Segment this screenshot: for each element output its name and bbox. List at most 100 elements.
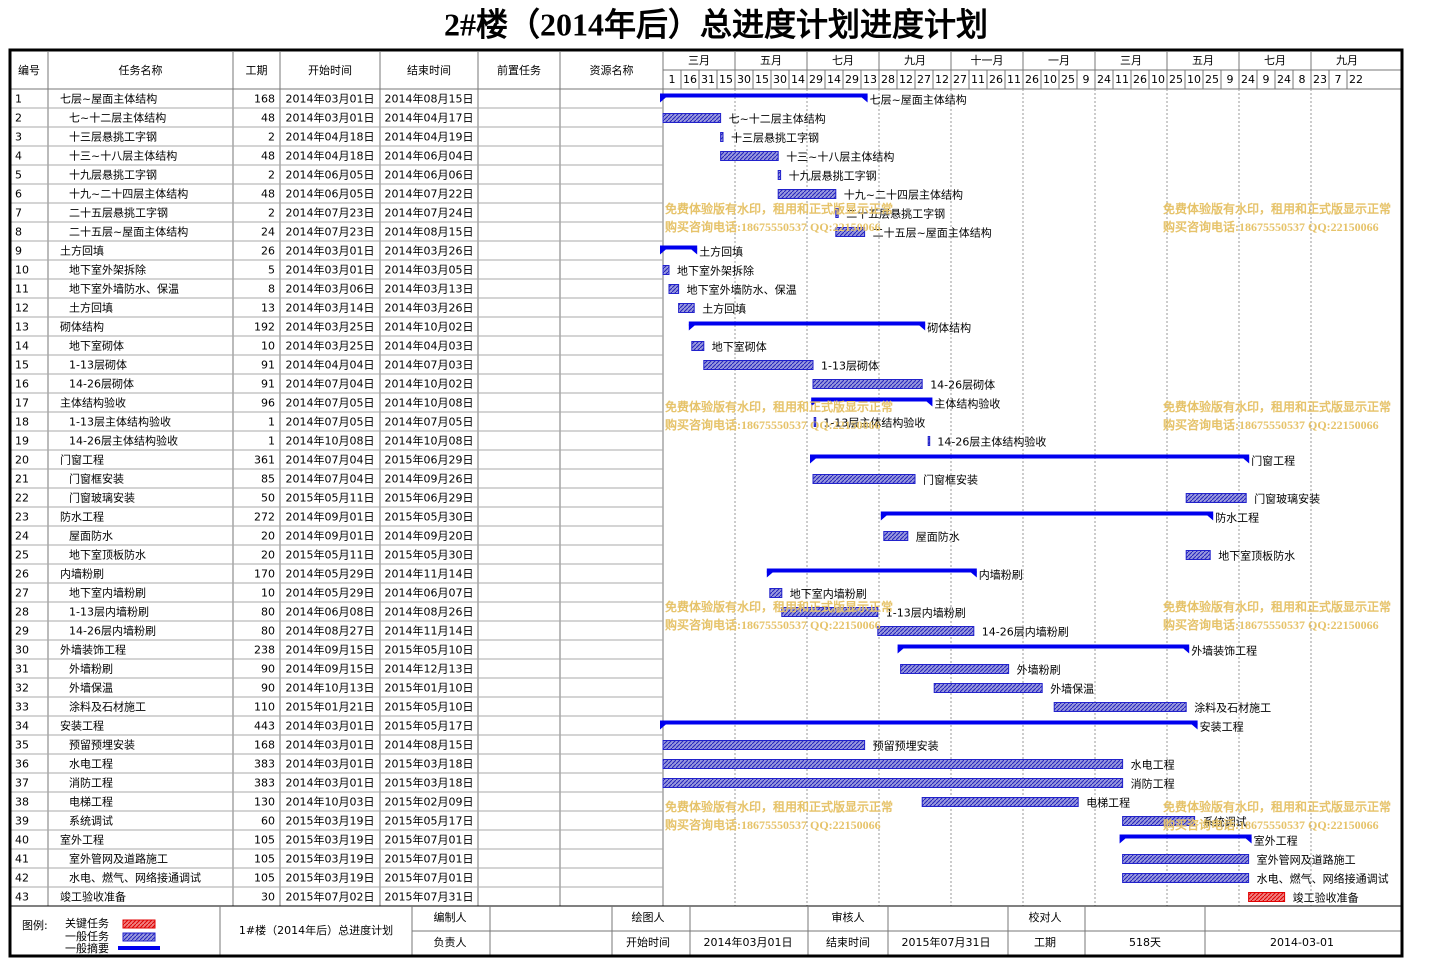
duration: 105 — [254, 834, 275, 847]
watermark: 免费体验版有水印，租用和正式版显示正常 — [665, 399, 893, 414]
summary-end — [1244, 837, 1252, 844]
bar-label: 门窗工程 — [1251, 454, 1295, 468]
row-id: 4 — [15, 150, 22, 163]
month-label: 一月 — [1048, 54, 1070, 67]
end-date: 2015年01月10日 — [385, 681, 474, 695]
end-date: 2015年05月17日 — [385, 814, 474, 828]
start-date: 2015年03月19日 — [286, 871, 375, 885]
row-id: 9 — [15, 245, 22, 258]
start-date: 2014年06月05日 — [286, 187, 375, 201]
end-date: 2014年03月26日 — [385, 301, 474, 315]
start-date: 2014年03月25日 — [286, 339, 375, 353]
column-header: 开始时间 — [308, 63, 352, 77]
row-id: 29 — [15, 625, 29, 638]
row-id: 41 — [15, 853, 29, 866]
month-label: 三月 — [688, 54, 710, 67]
summary-end — [1182, 647, 1190, 654]
duration: 26 — [261, 245, 275, 258]
day-label: 12 — [899, 73, 913, 86]
bar-label: 涂料及石材施工 — [1194, 701, 1271, 715]
bar-label: 预留预埋安装 — [873, 739, 939, 753]
watermark: 免费体验版有水印，租用和正式版显示正常 — [1163, 799, 1391, 814]
bar-label: 室外管网及道路施工 — [1257, 853, 1356, 867]
row-id: 5 — [15, 169, 22, 182]
day-label: 9 — [1263, 73, 1270, 86]
task-name: 地下室顶板防水 — [69, 548, 146, 562]
row-id: 1 — [15, 93, 22, 106]
day-label: 26 — [1025, 73, 1039, 86]
end-date: 2014年08月26日 — [385, 605, 474, 619]
duration: 60 — [261, 815, 275, 828]
start-date: 2014年09月01日 — [286, 529, 375, 543]
duration: 48 — [261, 112, 275, 125]
end-date: 2014年03月26日 — [385, 244, 474, 258]
task-name: 门窗工程 — [60, 453, 104, 467]
day-label: 26 — [989, 73, 1003, 86]
legend-critical: 关键任务 — [65, 916, 109, 930]
bar-label: 电梯工程 — [1086, 797, 1130, 810]
summary-end — [969, 571, 977, 578]
bar-label: 门窗玻璃安装 — [1254, 492, 1320, 506]
summary-end — [860, 96, 868, 103]
end-date: 2014年10月08日 — [385, 434, 474, 448]
legend-summary-swatch — [118, 946, 160, 950]
day-label: 10 — [1151, 73, 1165, 86]
footer-text: 校对人 — [1029, 910, 1062, 924]
day-label: 8 — [1299, 73, 1306, 86]
end-date: 2014年08月15日 — [385, 92, 474, 106]
start-date: 2014年07月05日 — [286, 396, 375, 410]
day-label: 1 — [669, 73, 676, 86]
row-id: 23 — [15, 511, 29, 524]
start-date: 2014年05月29日 — [286, 567, 375, 581]
bar-label: 地下室顶板防水 — [1218, 549, 1295, 563]
task-name: 外墙保温 — [69, 681, 113, 695]
duration: 8 — [268, 283, 275, 296]
month-label: 七月 — [1264, 54, 1286, 67]
bar-label: 14-26层内墙粉刷 — [982, 625, 1069, 639]
bar-label: 十三层悬挑工字钢 — [731, 131, 819, 145]
summary-bar — [688, 321, 926, 326]
task-bar — [662, 778, 1124, 788]
start-date: 2014年07月23日 — [286, 225, 375, 239]
task-bar — [877, 626, 975, 636]
row-id: 2 — [15, 112, 22, 125]
watermark: 免费体验版有水印，租用和正式版显示正常 — [1163, 599, 1391, 614]
bar-label: 二十五层~屋面主体结构 — [873, 226, 992, 240]
day-label: 14 — [791, 73, 805, 86]
start-date: 2014年03月01日 — [286, 738, 375, 752]
task-bar — [1053, 702, 1187, 712]
bar-label: 外墙保温 — [1050, 682, 1094, 696]
column-header: 结束时间 — [407, 64, 451, 77]
start-date: 2014年03月01日 — [286, 776, 375, 790]
task-bar — [777, 189, 837, 199]
summary-end — [1242, 457, 1250, 464]
watermark: 购买咨询电话:18675550537 QQ:22150066 — [1163, 817, 1379, 832]
start-date: 2014年10月13日 — [286, 681, 375, 695]
task-bar — [668, 284, 680, 294]
duration: 238 — [254, 644, 275, 657]
task-bar — [1185, 493, 1247, 503]
end-date: 2014年06月06日 — [385, 168, 474, 182]
footer-text: 负责人 — [434, 935, 467, 949]
end-date: 2014年11月14日 — [385, 567, 474, 581]
bar-label: 水电、燃气、网络接通调试 — [1257, 872, 1389, 886]
end-date: 2015年06月29日 — [385, 491, 474, 505]
task-bar — [835, 227, 866, 237]
task-bar — [1185, 550, 1211, 560]
footer-text: 结束时间 — [826, 936, 870, 949]
duration: 10 — [261, 587, 275, 600]
row-id: 12 — [15, 302, 29, 315]
summary-end — [660, 723, 667, 730]
task-bar — [1122, 854, 1250, 864]
end-date: 2015年05月10日 — [385, 700, 474, 714]
column-header: 编号 — [18, 63, 40, 77]
summary-end — [688, 324, 696, 331]
legend-normal-swatch — [122, 932, 156, 942]
task-name: 预留预埋安装 — [69, 738, 135, 752]
watermark: 购买咨询电话:18675550537 QQ:22150066 — [665, 617, 881, 632]
summary-end — [897, 647, 905, 654]
day-label: 11 — [1007, 73, 1021, 86]
duration: 20 — [261, 530, 275, 543]
row-id: 28 — [15, 606, 29, 619]
task-name: 屋面防水 — [69, 529, 113, 543]
